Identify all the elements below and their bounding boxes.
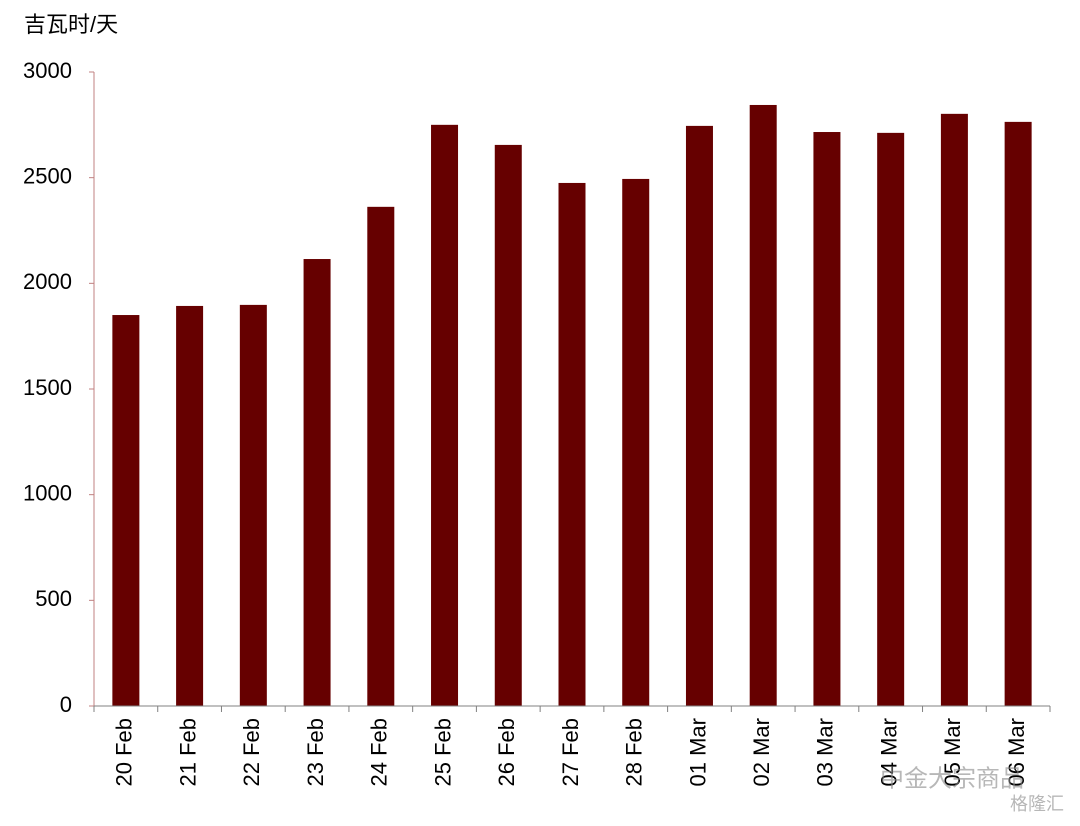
x-tick-label: 04 Mar [876, 718, 901, 786]
bar [112, 315, 140, 706]
bar [1004, 121, 1032, 707]
bar [494, 144, 522, 706]
x-tick-label: 03 Mar [813, 718, 838, 786]
bar [685, 125, 713, 706]
x-tick-label: 06 Mar [1004, 718, 1029, 786]
x-tick-label: 27 Feb [558, 718, 583, 787]
x-tick-label: 24 Feb [367, 718, 392, 787]
watermark: 中金大宗商品 [880, 765, 1024, 792]
y-tick-label: 3000 [23, 58, 72, 83]
bar [749, 104, 777, 706]
x-tick-label: 25 Feb [430, 718, 455, 787]
x-tick-label: 05 Mar [940, 718, 965, 786]
bar [877, 132, 905, 706]
bar [558, 182, 586, 706]
bar [303, 259, 331, 706]
y-axis-label: 吉瓦时/天 [24, 12, 118, 37]
bar [431, 124, 459, 707]
x-tick-label: 01 Mar [685, 718, 710, 786]
x-tick-label: 23 Feb [303, 718, 328, 787]
bar [176, 305, 204, 706]
y-tick-label: 1500 [23, 375, 72, 400]
y-tick-label: 500 [35, 586, 72, 611]
x-tick-label: 26 Feb [494, 718, 519, 787]
bar [622, 178, 650, 706]
y-tick-label: 0 [60, 692, 72, 717]
x-tick-label: 21 Feb [175, 718, 200, 787]
x-tick-label: 28 Feb [622, 718, 647, 787]
bar [940, 113, 968, 707]
x-tick-label: 02 Mar [749, 718, 774, 786]
watermark: 格隆汇 [1010, 794, 1064, 814]
bar [813, 132, 841, 706]
bar [367, 206, 395, 706]
x-tick-label: 22 Feb [239, 718, 264, 787]
bar [239, 304, 267, 706]
y-tick-label: 2000 [23, 269, 72, 294]
x-tick-label: 20 Feb [112, 718, 137, 787]
y-tick-label: 1000 [23, 480, 72, 505]
y-tick-label: 2500 [23, 163, 72, 188]
